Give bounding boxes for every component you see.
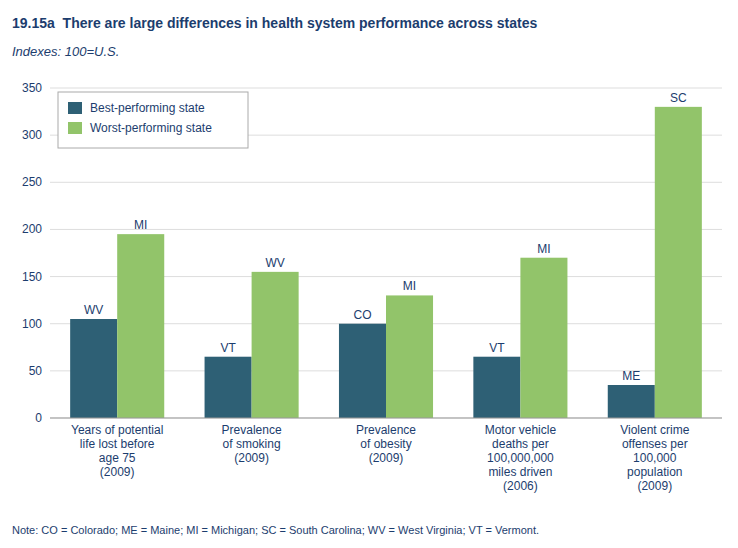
x-tick-label-line: (2009) xyxy=(100,465,135,479)
bar-label: SC xyxy=(670,91,687,105)
legend-label: Worst-performing state xyxy=(90,121,212,135)
bar xyxy=(473,357,520,418)
y-tick-label: 200 xyxy=(22,222,42,236)
x-tick-label-line: 100,000 xyxy=(633,451,677,465)
x-tick-label: Motor vehicledeaths per100,000,000miles … xyxy=(485,423,557,493)
grid-line xyxy=(50,418,722,419)
y-tick-label: 50 xyxy=(29,364,43,378)
bar xyxy=(520,258,567,418)
y-tick-label: 350 xyxy=(22,81,42,95)
bar xyxy=(70,319,117,418)
x-tick-label: Violent crimeoffenses per100,000populati… xyxy=(620,423,689,493)
y-tick-label: 0 xyxy=(35,411,42,425)
x-tick-label-line: Violent crime xyxy=(620,423,689,437)
x-tick-label-line: Prevalence xyxy=(356,423,416,437)
x-tick-label-line: (2009) xyxy=(369,451,404,465)
grid-line xyxy=(50,229,722,230)
x-tick-label-line: (2009) xyxy=(234,451,269,465)
background xyxy=(0,0,738,548)
legend: Best-performing state Worst-performing st… xyxy=(58,92,248,148)
x-tick-label-line: 100,000,000 xyxy=(487,451,554,465)
bar-label: MI xyxy=(134,218,147,232)
note: Note: CO = Colorado; ME = Maine; MI = Mi… xyxy=(12,524,539,536)
x-tick-label-line: Prevalence xyxy=(222,423,282,437)
grid-line xyxy=(50,182,722,183)
subtitle: Indexes: 100=U.S. xyxy=(12,44,119,59)
bar-label: MI xyxy=(537,242,550,256)
bar-label: WV xyxy=(265,256,284,270)
grid xyxy=(50,88,722,418)
x-tick-label-line: life lost before xyxy=(80,437,155,451)
bars xyxy=(70,107,702,418)
x-tick-label-line: of smoking xyxy=(223,437,281,451)
bar xyxy=(608,385,655,418)
bar-label: ME xyxy=(622,369,640,383)
bar xyxy=(386,295,433,418)
x-axis-line xyxy=(50,418,722,419)
y-tick-label: 250 xyxy=(22,175,42,189)
bar xyxy=(205,357,252,418)
x-tick-label-line: population xyxy=(627,465,682,479)
x-tick-label-line: deaths per xyxy=(492,437,549,451)
bar xyxy=(117,234,164,418)
title: 19.15a There are large differences in he… xyxy=(12,15,537,31)
legend-swatch xyxy=(68,122,82,134)
bar-label: CO xyxy=(353,308,371,322)
x-tick-label-line: miles driven xyxy=(488,465,552,479)
x-tick-label: Prevalenceof smoking(2009) xyxy=(222,423,282,465)
chart: 19.15a There are large differences in he… xyxy=(0,0,738,548)
x-tick-label-line: Years of potential xyxy=(71,423,163,437)
legend-frame xyxy=(58,92,248,148)
bar xyxy=(655,107,702,418)
y-tick-label: 100 xyxy=(22,317,42,331)
legend-label: Best-performing state xyxy=(90,101,205,115)
x-tick-label: Prevalenceof obesity(2009) xyxy=(356,423,416,465)
grid-line xyxy=(50,88,722,89)
x-tick-label-line: age 75 xyxy=(99,451,136,465)
x-tick-label-line: offenses per xyxy=(622,437,688,451)
x-tick-label-line: (2009) xyxy=(637,479,672,493)
x-tick-label: Years of potentiallife lost beforeage 75… xyxy=(71,423,163,479)
bar xyxy=(339,324,386,418)
bar-label: WV xyxy=(84,303,103,317)
bar-label: VT xyxy=(220,341,236,355)
x-tick-label-line: (2006) xyxy=(503,479,538,493)
y-tick-label: 150 xyxy=(22,270,42,284)
x-tick-label-line: of obesity xyxy=(360,437,411,451)
y-tick-label: 300 xyxy=(22,128,42,142)
legend-swatch xyxy=(68,102,82,114)
bar-label: MI xyxy=(403,279,416,293)
bar xyxy=(252,272,299,418)
bar-label: VT xyxy=(489,341,505,355)
x-tick-label-line: Motor vehicle xyxy=(485,423,557,437)
